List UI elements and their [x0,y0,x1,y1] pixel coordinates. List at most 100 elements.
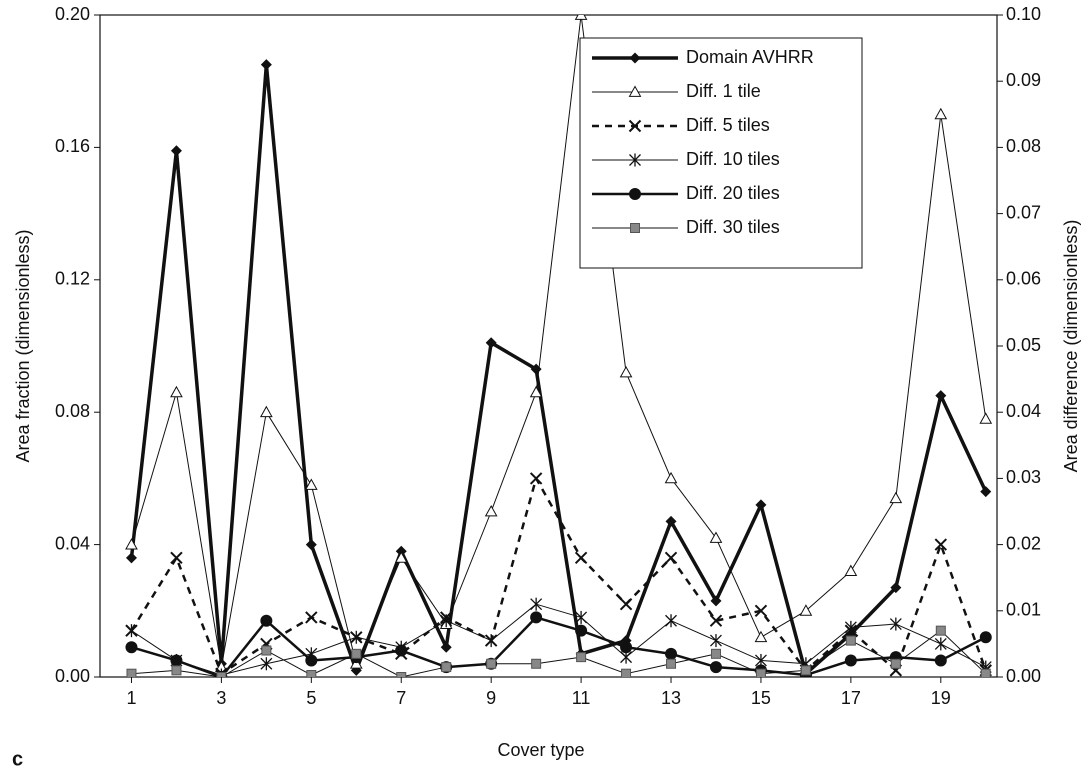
marker [396,672,407,677]
marker [844,620,857,634]
marker [170,145,182,157]
x-tick-label: 9 [486,688,496,708]
x-tick-label: 5 [306,688,316,708]
x-tick-label: 3 [216,688,226,708]
x-tick-label: 7 [396,688,406,708]
marker [529,385,543,398]
marker [619,365,633,378]
marker [629,188,641,200]
marker [935,390,947,402]
marker [629,52,641,64]
marker [441,662,452,673]
marker [621,668,632,677]
series-line [131,603,986,676]
marker [799,604,813,616]
marker [350,630,363,644]
marker [394,551,408,563]
marker [889,617,902,631]
legend-label: Diff. 20 tiles [686,183,780,203]
marker [485,337,497,349]
marker [845,635,856,646]
marker-stroke [619,597,633,611]
marker [260,657,273,671]
series-line [130,15,987,668]
y-tick-label: 0.04 [55,533,90,553]
legend: Domain AVHRR Diff. 1 tile Diff. 5 tiles Dif… [579,37,863,269]
marker [754,630,768,643]
marker [574,551,588,565]
marker [171,665,182,676]
y-tick-label: 0.16 [55,136,90,156]
marker [889,491,903,504]
marker [305,539,317,551]
marker [530,597,543,611]
marker [800,665,811,676]
y2-tick-label: 0.04 [1006,401,1041,421]
series-line [131,616,987,677]
marker-stroke [305,611,318,624]
marker [709,614,723,627]
marker [530,611,543,624]
marker [979,412,993,424]
marker [665,614,677,628]
marker [709,531,723,543]
marker [754,604,768,618]
plot-area [125,15,993,677]
marker [349,657,363,669]
marker [710,648,721,659]
marker [260,405,273,418]
legend-label: Diff. 10 tiles [686,149,780,169]
series-line [129,62,988,676]
marker-stroke [574,551,588,565]
marker [576,652,587,663]
marker [979,631,992,644]
marker [628,85,642,97]
y2-tick-label: 0.09 [1006,70,1041,90]
marker [261,645,272,656]
marker [666,658,677,669]
marker [710,634,722,648]
marker [630,223,640,233]
marker [125,641,138,654]
marker-stroke [628,119,642,133]
marker [170,551,183,565]
marker [574,15,588,20]
y2-tick-label: 0.07 [1006,202,1041,222]
legend-label: Diff. 1 tile [686,81,761,101]
marker [934,637,947,651]
marker [710,595,722,607]
marker [664,471,678,484]
marker [125,538,138,550]
marker [260,614,273,627]
legend-label: Diff. 30 tiles [686,217,780,237]
x-tick-label: 15 [751,688,771,708]
marker [305,611,318,624]
y2-tick-label: 0.06 [1006,269,1041,289]
marker [935,625,946,636]
marker [529,472,543,485]
marker [440,614,453,628]
marker [260,59,272,71]
marker [484,504,498,517]
y-tick-label: 0.08 [55,401,90,421]
y2-tick-label: 0.01 [1006,600,1041,620]
marker [395,644,408,657]
x-axis-label: Cover type [497,740,584,760]
marker [126,668,137,677]
legend-label: Domain AVHRR [686,47,814,67]
series-line [131,630,987,677]
marker [665,515,677,527]
marker [395,545,407,557]
marker [305,654,318,667]
marker [980,486,992,498]
marker [665,647,678,660]
y2-tick-label: 0.05 [1006,335,1041,355]
marker [170,385,183,398]
marker [531,658,542,669]
marker [755,668,766,677]
marker [890,582,902,594]
marker [575,624,588,637]
marker [844,564,858,576]
